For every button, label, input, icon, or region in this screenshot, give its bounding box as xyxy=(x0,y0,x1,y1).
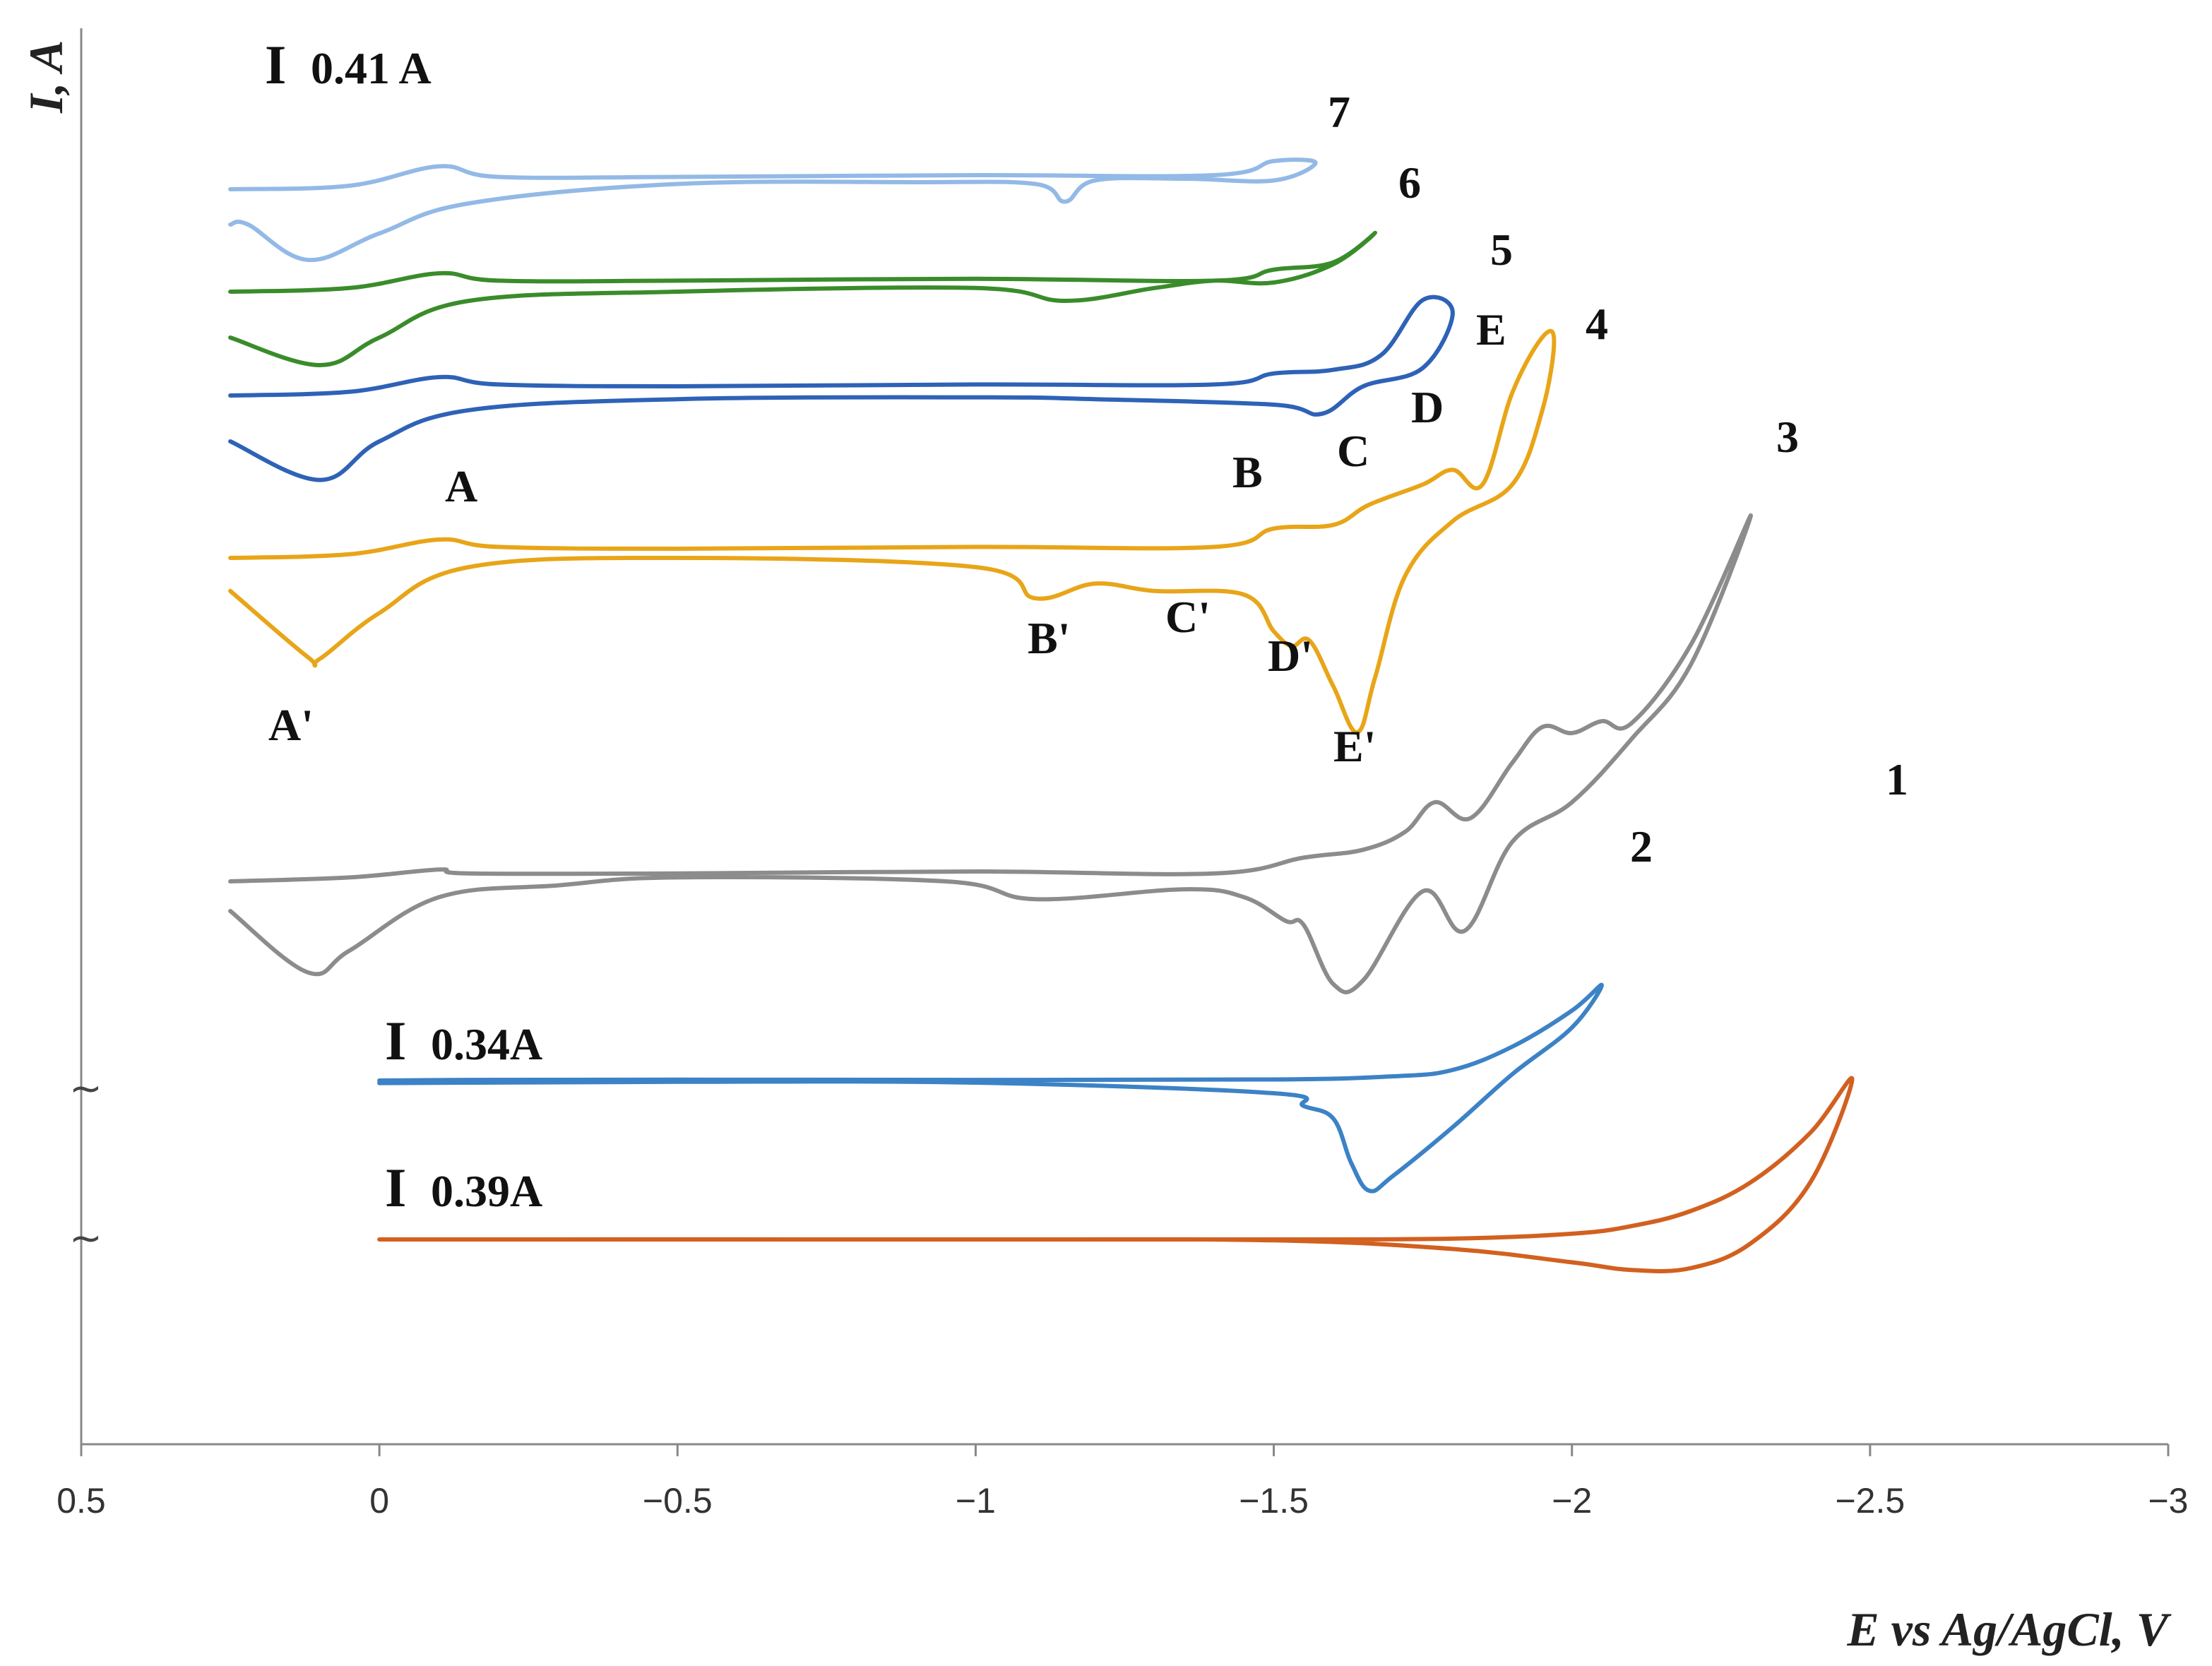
curve-label-1: 1 xyxy=(1886,754,1908,804)
scale-bar-label: 0.39A xyxy=(431,1166,542,1216)
x-tick-label: 0.5 xyxy=(57,1481,106,1521)
series-line-1 xyxy=(377,1076,1855,1273)
series-line-2 xyxy=(377,982,1604,1194)
peak-label-C: C xyxy=(1337,426,1369,476)
x-axis-title: E vs Ag/AgCl, V xyxy=(1846,1602,2171,1656)
curve-label-2: 2 xyxy=(1630,821,1653,871)
peak-label-E: E xyxy=(1476,304,1506,355)
peak-label-B: B xyxy=(1232,447,1263,497)
peak-label-E-prime: E' xyxy=(1333,721,1376,771)
scale-bar-symbol: I xyxy=(385,1010,406,1071)
x-tick-label: −0.5 xyxy=(643,1481,713,1521)
curve-label-6: 6 xyxy=(1398,157,1421,208)
peak-label-A: A xyxy=(445,461,477,511)
scale-bar-0-41A: I 0.41 A xyxy=(265,34,432,95)
scale-bar-symbol: I xyxy=(265,34,286,95)
axis-break-mark-upper: ~ xyxy=(69,1066,102,1112)
series-line-5 xyxy=(228,294,1455,482)
scale-bar-0-34A: I 0.34A xyxy=(385,1010,542,1071)
curve-label-7: 7 xyxy=(1328,87,1350,137)
curve-label-4: 4 xyxy=(1586,299,1608,349)
peak-label-C-prime: C' xyxy=(1165,592,1211,642)
scale-bar-label: 0.41 A xyxy=(311,43,432,93)
series-line-6 xyxy=(228,230,1378,367)
series-line-7 xyxy=(228,157,1318,263)
x-tick-label: −2 xyxy=(1552,1481,1592,1521)
y-axis-title: I, A xyxy=(19,40,73,114)
curve-label-3: 3 xyxy=(1776,412,1799,462)
scale-bar-label: 0.34A xyxy=(431,1019,542,1069)
x-tick-label: −3 xyxy=(2148,1481,2188,1521)
x-axis-ticks: 0.5 0 −0.5 −1 −1.5 −2 −2.5 −3 xyxy=(57,1444,2189,1521)
scale-bar-0-39A: I 0.39A xyxy=(385,1157,542,1218)
peak-label-B-prime: B' xyxy=(1028,613,1070,663)
axis-break-mark-lower: ~ xyxy=(69,1215,102,1261)
x-tick-label: 0 xyxy=(369,1481,389,1521)
series-line-3 xyxy=(228,513,1753,994)
x-tick-label: −2.5 xyxy=(1835,1481,1905,1521)
peak-label-D-prime: D' xyxy=(1268,631,1313,681)
scale-bar-symbol: I xyxy=(385,1157,406,1218)
x-tick-label: −1 xyxy=(956,1481,996,1521)
voltammogram-curves xyxy=(228,157,1855,1273)
curve-label-5: 5 xyxy=(1490,225,1513,275)
x-tick-label: −1.5 xyxy=(1239,1481,1309,1521)
peak-label-D: D xyxy=(1411,382,1444,432)
series-line-4 xyxy=(228,328,1557,734)
peak-label-A-prime: A' xyxy=(268,700,314,750)
